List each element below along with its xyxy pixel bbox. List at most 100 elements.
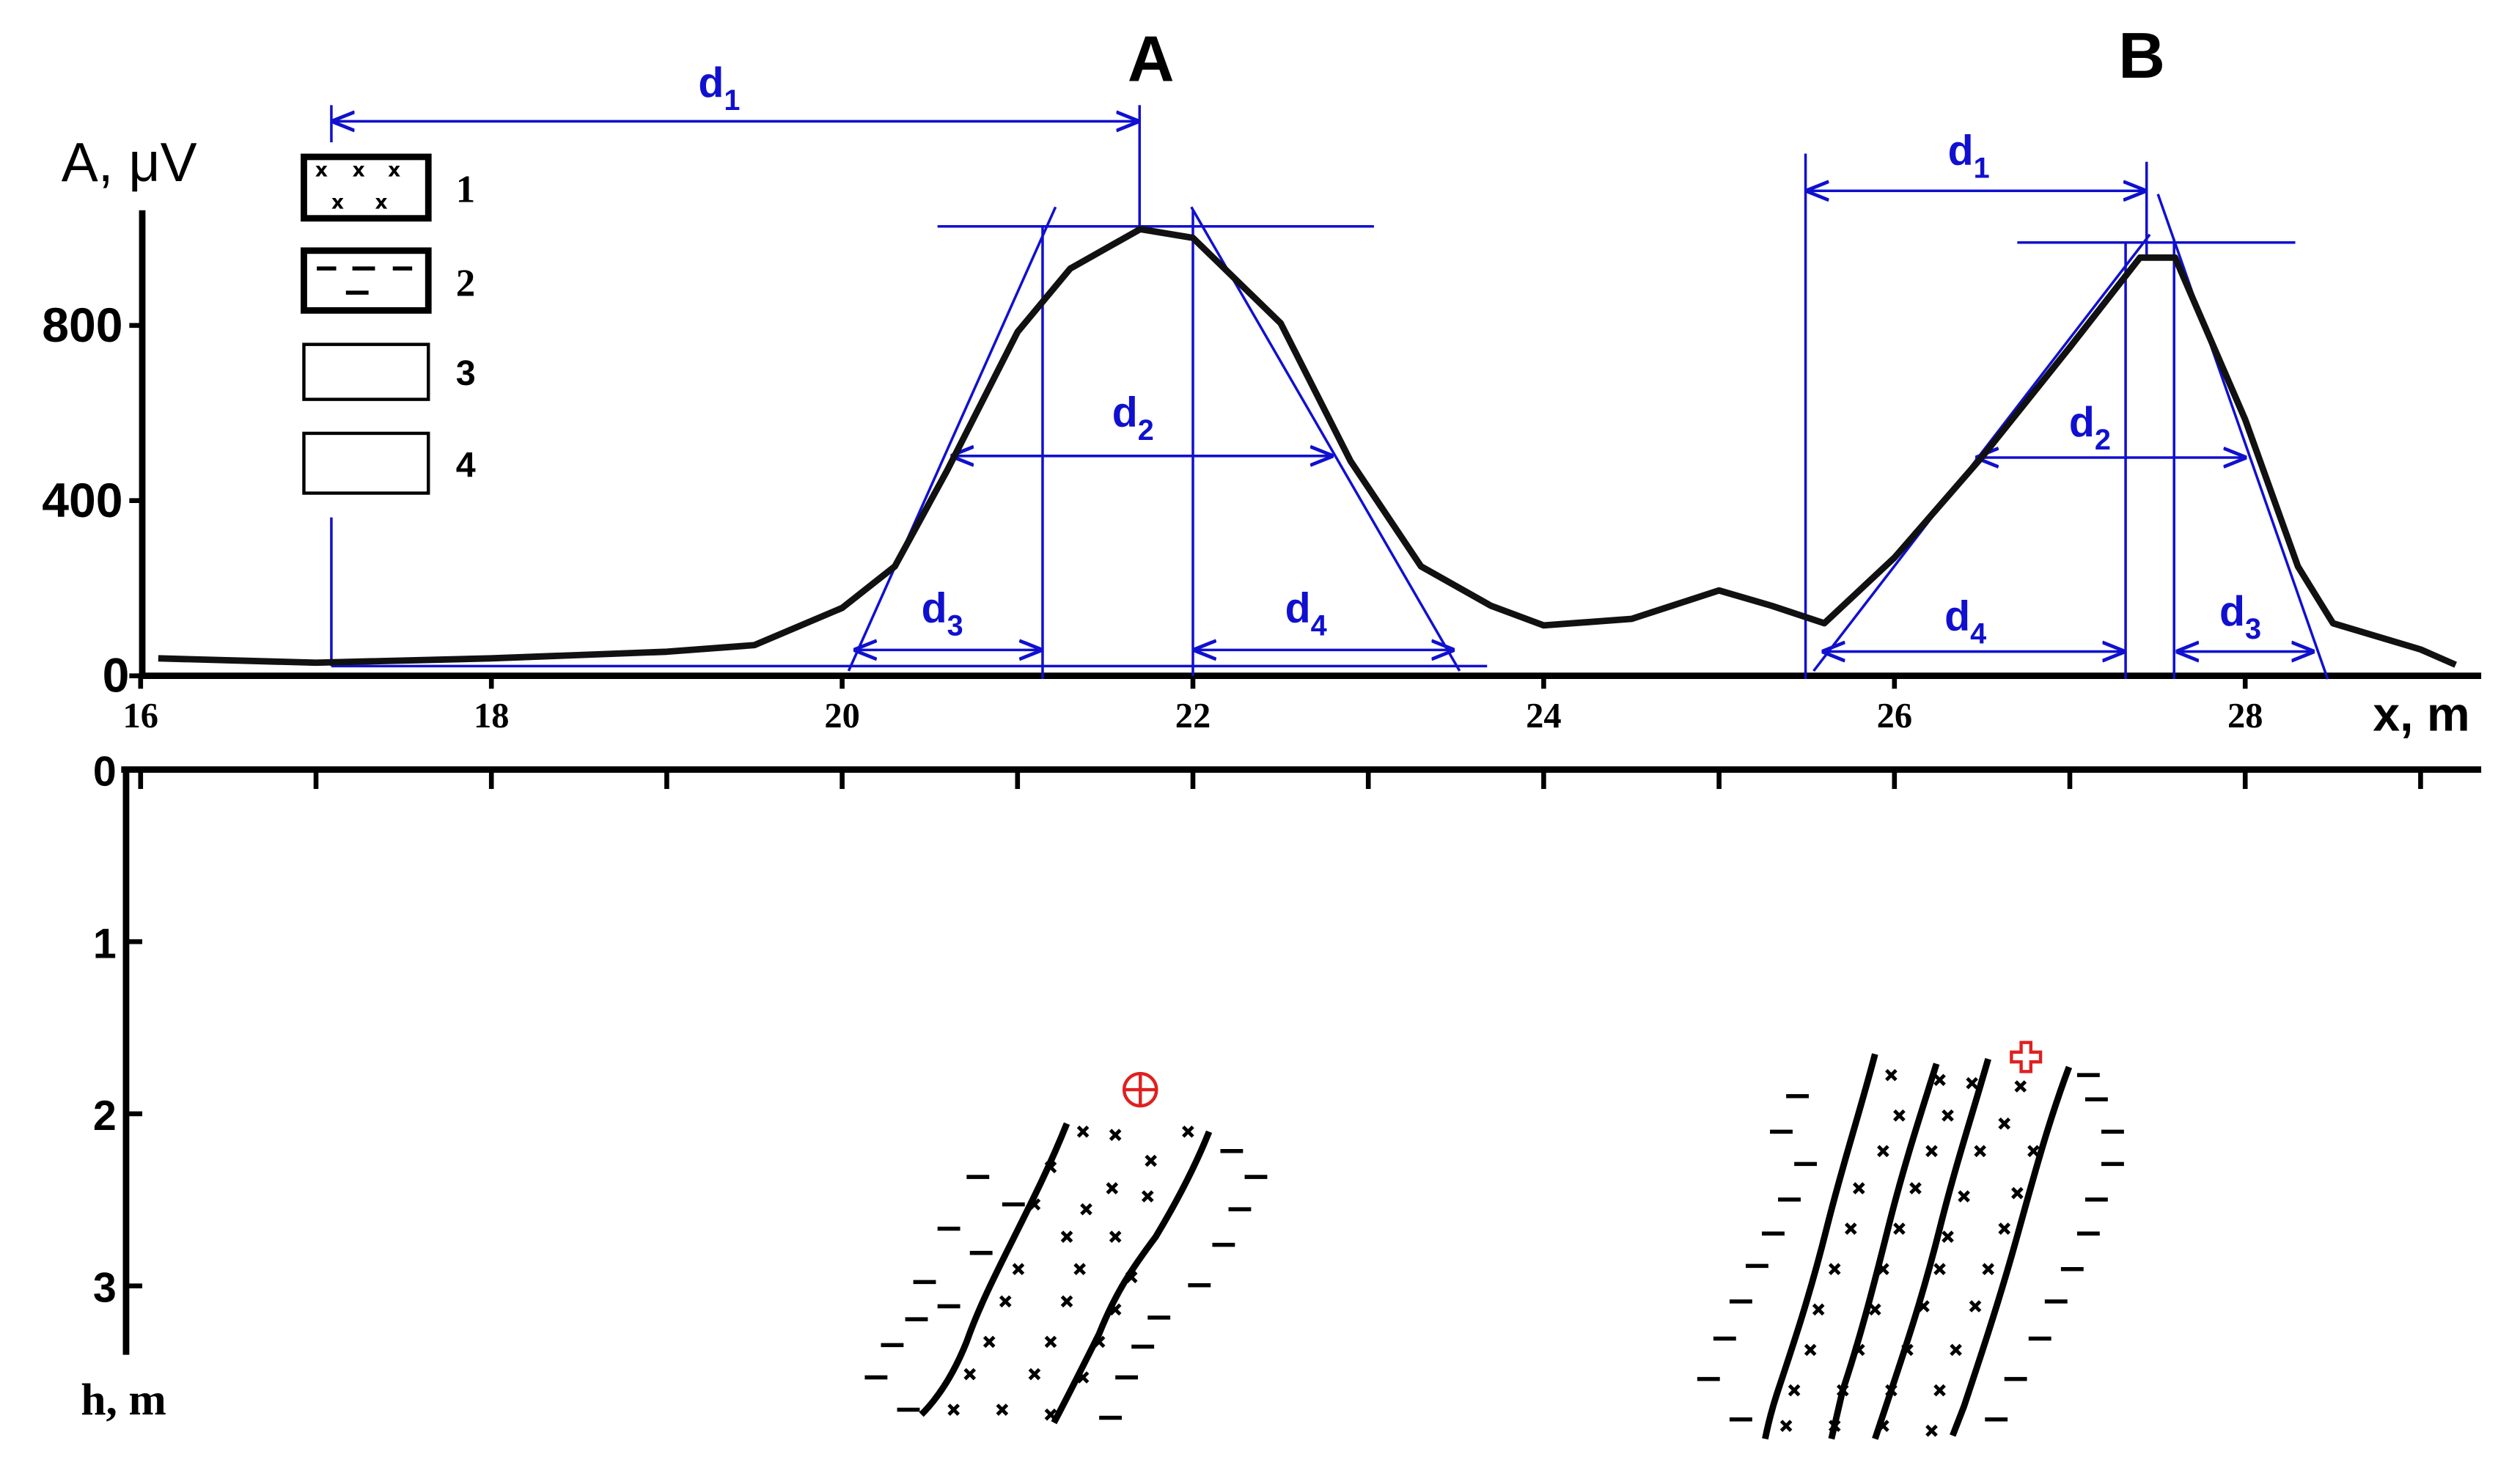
annotation-sub: 2 (1138, 414, 1154, 447)
annotation: d4 (1285, 585, 1327, 642)
annotation: d2 (2069, 399, 2111, 456)
x-mark (1877, 1263, 1889, 1276)
annotation-main: d (1948, 128, 1974, 175)
annotation-main: d (2219, 588, 2245, 635)
x-mark (1812, 1303, 1825, 1316)
svg-text:x: x (315, 158, 328, 181)
y-axis-label: h, m (81, 1375, 166, 1425)
x-tick-label: 16 (123, 697, 158, 735)
annotation-main: d (922, 585, 947, 632)
x-mark (1092, 1335, 1106, 1348)
x-mark (1044, 1161, 1057, 1174)
x-mark (1901, 1343, 1914, 1357)
x-mark (963, 1368, 977, 1381)
x-mark (1060, 1295, 1073, 1308)
x-axis-label: x, m (2373, 688, 2469, 742)
annotation-main: d (1285, 585, 1311, 632)
x-mark (1893, 1222, 1906, 1235)
x-mark (1076, 1126, 1090, 1138)
annotation-main: d (698, 59, 724, 106)
svg-text:x: x (375, 191, 387, 213)
x-mark (1869, 1303, 1881, 1316)
y-tick-label: 3 (93, 1265, 117, 1312)
x-mark (1106, 1182, 1119, 1194)
x-mark (1109, 1303, 1122, 1316)
annotation: d3 (922, 585, 963, 642)
x-mark (1145, 1154, 1158, 1167)
legend-label: 1 (456, 169, 475, 211)
x-mark (1141, 1190, 1154, 1203)
annotation: d4 (1944, 593, 1986, 650)
x-mark (1080, 1203, 1092, 1216)
annotation-main: d (1112, 389, 1138, 436)
svg-text:x: x (388, 158, 400, 181)
legend-box (302, 342, 430, 401)
annotation-sub: 4 (1970, 618, 1986, 650)
x-mark (1044, 1408, 1057, 1421)
profile-line (158, 226, 2458, 668)
x-mark (1060, 1230, 1073, 1243)
x-mark (1076, 1371, 1090, 1384)
x-mark (1012, 1263, 1025, 1276)
x-mark (1958, 1190, 1970, 1203)
annotation-sub: 1 (1974, 153, 1990, 185)
y-tick-label: 1 (93, 920, 117, 967)
annotation: d1 (698, 59, 740, 117)
legend: x x xx x 1 2 3 4 (301, 153, 476, 495)
svg-text:x: x (353, 158, 365, 181)
x-mark (1917, 1300, 1930, 1313)
annotation-sub: 4 (1311, 610, 1327, 642)
x-mark (1828, 1420, 1841, 1432)
legend-label: 2 (456, 263, 475, 305)
annotation-sub: 2 (2095, 424, 2111, 456)
x-mark (1073, 1263, 1087, 1276)
x-tick-label: 20 (824, 697, 860, 735)
x-mark (2027, 1145, 2040, 1158)
x-mark (1969, 1300, 1982, 1313)
x-mark (1950, 1343, 1962, 1357)
x-mark (1909, 1182, 1922, 1194)
x-mark (1893, 1109, 1906, 1122)
y-tick-label: 800 (42, 298, 122, 353)
annotation-sub: 3 (2245, 613, 2261, 645)
legend-symbol: x x xx x (315, 158, 400, 213)
x-mark (1028, 1368, 1041, 1381)
annotation: d2 (1112, 389, 1154, 447)
x-mark (1109, 1128, 1122, 1142)
x-mark (1844, 1222, 1857, 1235)
x-mark (1885, 1068, 1898, 1082)
legend-box (301, 247, 432, 314)
legend-symbol (317, 266, 413, 295)
legend-box (302, 431, 430, 495)
marker-shape (1124, 1074, 1157, 1106)
svg-text:x: x (331, 191, 344, 213)
x-tick-label: 24 (1526, 697, 1561, 735)
x-mark (1933, 1074, 1946, 1087)
x-tick-label: 18 (474, 697, 510, 735)
x-mark (996, 1403, 1009, 1416)
x-tick-label: 22 (1175, 697, 1211, 735)
x-mark (1044, 1335, 1057, 1348)
x-mark (999, 1295, 1012, 1308)
x-mark (1109, 1230, 1122, 1243)
y-tick-label: 0 (93, 749, 117, 796)
peak-label: B (2118, 19, 2165, 92)
depth-section: h, m 0 1 2 3 (81, 749, 2482, 1440)
x-mark (1877, 1420, 1889, 1432)
x-tick-label: 26 (1877, 697, 1913, 735)
x-mark (1852, 1182, 1865, 1194)
x-mark (1982, 1263, 1995, 1276)
legend-label: 3 (456, 353, 476, 393)
x-mark (1788, 1384, 1801, 1397)
x-mark (1933, 1263, 1946, 1276)
x-mark (1852, 1343, 1865, 1357)
y-axis-label: A, μV (62, 131, 197, 193)
x-mark (2014, 1080, 2027, 1093)
annotation-sub: 1 (724, 84, 740, 117)
x-mark (1942, 1230, 1954, 1243)
x-mark (1925, 1424, 1938, 1437)
